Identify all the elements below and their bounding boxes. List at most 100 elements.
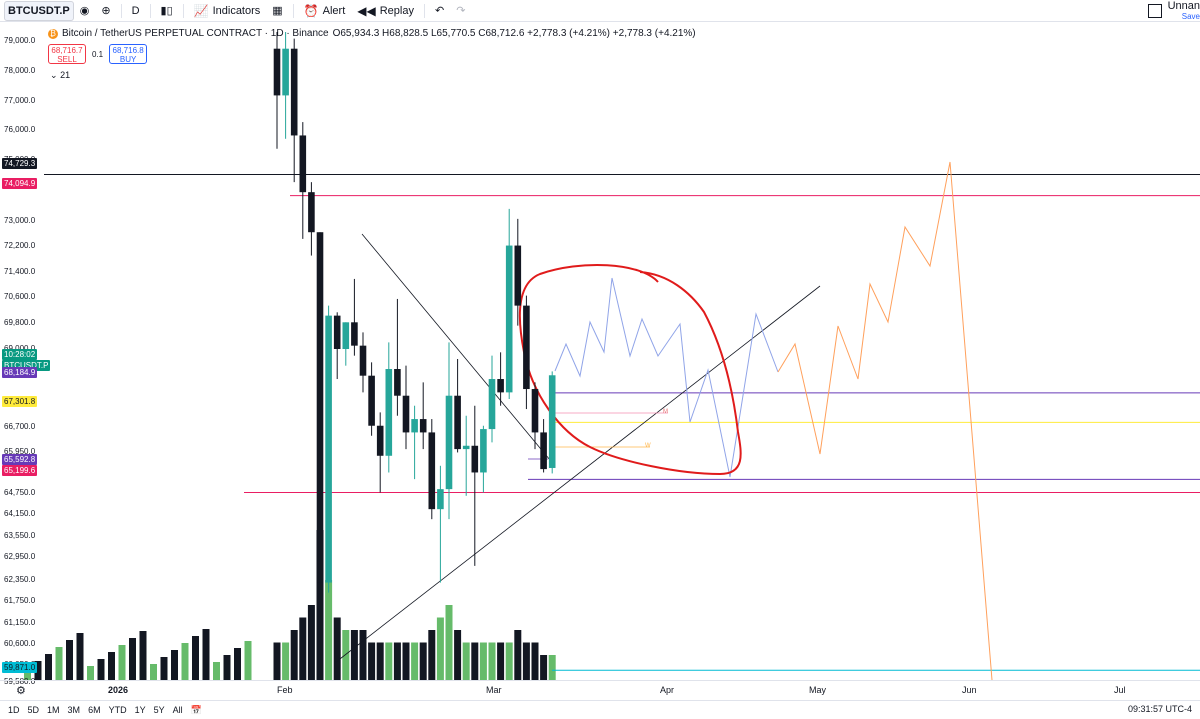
time-axis[interactable]: ⚙ 2026 Feb Mar Apr May Jun Jul bbox=[0, 680, 1200, 698]
volume-bar bbox=[87, 666, 94, 680]
price-tag[interactable]: 74,729.3 bbox=[2, 158, 38, 169]
candle-body[interactable] bbox=[290, 48, 298, 136]
candle-body[interactable] bbox=[548, 375, 556, 468]
volume-bar bbox=[428, 630, 436, 680]
range-button-5d[interactable]: 5D bbox=[27, 705, 40, 715]
candle-body[interactable] bbox=[282, 48, 289, 96]
candle-body[interactable] bbox=[376, 425, 384, 456]
candle-body[interactable] bbox=[333, 315, 341, 349]
volume-bar bbox=[139, 631, 147, 680]
calendar-icon[interactable]: 📅 bbox=[190, 704, 202, 715]
blue-projection-path[interactable] bbox=[554, 277, 779, 478]
volume-bar bbox=[522, 642, 530, 680]
candle-body[interactable] bbox=[531, 389, 539, 433]
price-label: 78,000.0 bbox=[4, 66, 36, 75]
clock-readout[interactable]: 09:31:57 UTC-4 bbox=[1127, 704, 1192, 714]
price-tag[interactable]: BTCUSDT.P bbox=[2, 360, 51, 371]
candle-body[interactable] bbox=[488, 379, 496, 430]
range-button-all[interactable]: All bbox=[172, 705, 183, 715]
user-drawings[interactable]: M W bbox=[335, 161, 993, 680]
indicators-icon: 📈 bbox=[193, 3, 209, 18]
indicator-toggle[interactable]: ⌄ 21 bbox=[50, 70, 70, 81]
candle-body[interactable] bbox=[505, 245, 513, 393]
range-button-6m[interactable]: 6M bbox=[88, 705, 101, 715]
price-tag[interactable]: 10:28:02 bbox=[2, 349, 38, 360]
volume-bar bbox=[118, 645, 126, 680]
bar-style-icon[interactable]: ▮▯ bbox=[160, 5, 173, 17]
volume-bar bbox=[45, 654, 52, 680]
volume-bar bbox=[244, 641, 252, 680]
price-tag[interactable]: 65,199.6 bbox=[2, 465, 38, 476]
time-label: 2026 bbox=[108, 685, 129, 695]
candle-body[interactable] bbox=[419, 419, 427, 433]
candle-body[interactable] bbox=[462, 445, 470, 450]
alert-button[interactable]: ⏰ Alert bbox=[298, 1, 352, 21]
price-tag[interactable]: 67,301.8 bbox=[2, 396, 38, 407]
undo-icon[interactable]: ↶ bbox=[434, 5, 445, 17]
candle-body[interactable] bbox=[368, 375, 375, 426]
candle-body[interactable] bbox=[523, 305, 530, 390]
buy-button[interactable]: 68,716.8 BUY bbox=[109, 44, 148, 64]
candle-body[interactable] bbox=[359, 345, 367, 376]
candle-body[interactable] bbox=[351, 322, 358, 346]
price-label: 59,580.0 bbox=[4, 677, 36, 686]
candle-body[interactable] bbox=[308, 192, 315, 233]
price-tag[interactable]: 59,871.0 bbox=[2, 662, 38, 673]
candle-body[interactable] bbox=[480, 429, 487, 473]
candle-body[interactable] bbox=[273, 48, 281, 96]
templates-icon[interactable]: ▦ bbox=[272, 5, 283, 17]
gear-icon[interactable]: ⚙ bbox=[16, 685, 26, 697]
time-label: Feb bbox=[277, 685, 293, 695]
range-button-3m[interactable]: 3M bbox=[67, 705, 81, 715]
candle-body[interactable] bbox=[454, 395, 461, 450]
candle-body[interactable] bbox=[471, 445, 479, 473]
sell-button[interactable]: 68,716.7 SELL bbox=[48, 44, 86, 64]
date-range-bar: 1D 5D 1M 3M 6M YTD 1Y 5Y All 📅 09:31:57 UTC-4 bbox=[0, 700, 1200, 719]
price-tag[interactable]: 68,184.9 bbox=[2, 367, 38, 378]
candle-body[interactable] bbox=[394, 369, 401, 396]
price-label: 60,600.0 bbox=[4, 639, 36, 648]
range-button-1y[interactable]: 1Y bbox=[134, 705, 146, 715]
interval-button[interactable]: D bbox=[126, 1, 146, 21]
candle-body[interactable] bbox=[411, 419, 418, 433]
candle-body[interactable] bbox=[402, 395, 410, 433]
candle-body[interactable] bbox=[437, 489, 444, 510]
candle-body[interactable] bbox=[514, 245, 522, 306]
candle-body[interactable] bbox=[299, 135, 307, 193]
chart-pane[interactable]: M W bbox=[0, 22, 1200, 680]
legend-title[interactable]: Bitcoin / TetherUS PERPETUAL CONTRACT · … bbox=[62, 28, 329, 39]
candle-body[interactable] bbox=[385, 369, 393, 456]
symbol-search-button[interactable]: BTCUSDT.P bbox=[4, 0, 74, 21]
red-freehand-ellipse[interactable] bbox=[518, 263, 742, 476]
volume-bar bbox=[385, 642, 393, 680]
candles[interactable] bbox=[273, 32, 556, 666]
range-button-1d[interactable]: 1D bbox=[8, 705, 20, 715]
candle-body[interactable] bbox=[428, 432, 436, 510]
horizontal-levels[interactable] bbox=[44, 174, 1200, 671]
price-axis[interactable]: 79,000.078,000.077,000.076,000.075,000.0… bbox=[0, 22, 51, 686]
add-symbol-icon[interactable]: ⊕ bbox=[101, 5, 111, 17]
ascending-trendline[interactable] bbox=[335, 285, 821, 663]
candle-body[interactable] bbox=[325, 315, 332, 583]
replay-button[interactable]: ◀◀ Replay bbox=[351, 1, 420, 21]
chart-canvas[interactable]: M W bbox=[0, 22, 1200, 680]
descending-trendline[interactable] bbox=[361, 233, 551, 461]
candle-body[interactable] bbox=[316, 232, 324, 583]
buy-price: 68,716.8 bbox=[112, 46, 144, 55]
layout-menu[interactable]: Unnan Save bbox=[1147, 0, 1200, 22]
range-button-ytd[interactable]: YTD bbox=[108, 705, 127, 715]
eye-icon[interactable]: ◉ bbox=[79, 5, 90, 17]
orange-projection-path[interactable] bbox=[777, 161, 993, 680]
candle-body[interactable] bbox=[497, 379, 504, 393]
indicators-button[interactable]: 📈 Indicators bbox=[188, 1, 267, 21]
candle-body[interactable] bbox=[445, 395, 453, 490]
redo-icon[interactable]: ↷ bbox=[456, 5, 466, 17]
price-tag[interactable]: 65,592.8 bbox=[2, 454, 38, 465]
range-button-1m[interactable]: 1M bbox=[47, 705, 60, 715]
candle-body[interactable] bbox=[342, 322, 350, 349]
range-button-5y[interactable]: 5Y bbox=[153, 705, 165, 715]
candle-body[interactable] bbox=[540, 432, 547, 470]
volume-bar bbox=[419, 642, 427, 680]
price-tag[interactable]: 74,094.9 bbox=[2, 178, 38, 189]
volume-bar bbox=[34, 661, 42, 680]
